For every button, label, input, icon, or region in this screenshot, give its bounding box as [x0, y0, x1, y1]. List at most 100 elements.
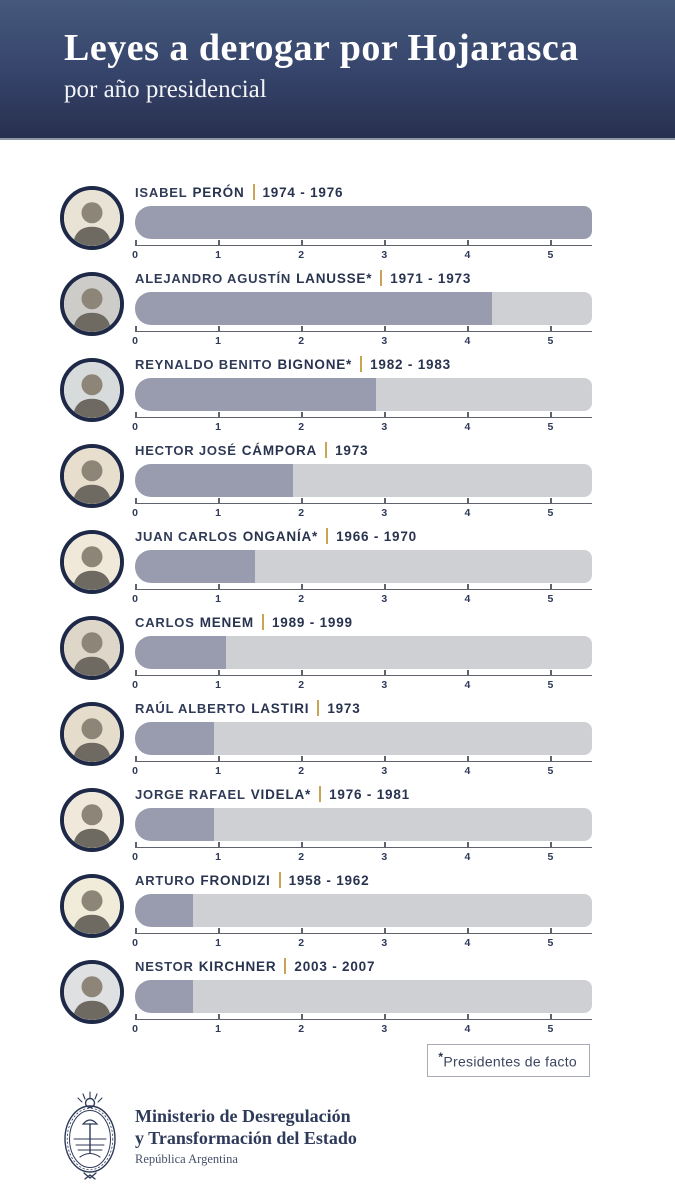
axis-tick-label: 4 [464, 937, 471, 949]
president-row: HECTOR JOSÉ CÁMPORA 1973 0 1 2 3 4 5 [60, 442, 675, 519]
name-year-divider [284, 958, 287, 974]
president-first-name: JORGE RAFAEL [135, 786, 246, 802]
axis-tick-label: 4 [464, 421, 471, 433]
bar-fill [135, 980, 194, 1013]
axis-line [135, 331, 592, 332]
president-last-name: ONGANÍA* [242, 528, 319, 544]
president-name-line: JUAN CARLOS ONGANÍA* 1966 - 1970 [135, 528, 592, 544]
axis-tick-label: 2 [298, 507, 305, 519]
axis-tick-label: 4 [464, 249, 471, 261]
axis-tick-mark [467, 326, 469, 331]
axis-tick-mark [301, 240, 303, 245]
axis-line [135, 675, 592, 676]
axis-tick-label: 2 [298, 1023, 305, 1035]
axis-tick-label: 1 [215, 593, 221, 605]
axis-tick-mark [550, 498, 552, 503]
president-years: 1958 - 1962 [288, 872, 370, 888]
president-row: REYNALDO BENITO BIGNONE* 1982 - 1983 0 1 2… [60, 356, 675, 433]
axis-tick-label: 3 [381, 507, 388, 519]
axis-tick-label: 3 [381, 249, 388, 261]
axis-line [135, 589, 592, 590]
president-years: 1971 - 1973 [390, 270, 472, 286]
president-years: 1974 - 1976 [262, 184, 344, 200]
bar-track [135, 636, 592, 669]
axis-line [135, 847, 592, 848]
axis-tick-label: 2 [298, 593, 305, 605]
president-row: ALEJANDRO AGUSTÍN LANUSSE* 1971 - 1973 0… [60, 270, 675, 347]
president-portrait [60, 874, 124, 938]
axis-tick-mark [550, 670, 552, 675]
person-portrait-icon [64, 792, 120, 848]
president-years: 1982 - 1983 [370, 356, 451, 372]
president-first-name: REYNALDO BENITO [135, 356, 273, 372]
president-row: NESTOR KIRCHNER 2003 - 2007 0 1 2 3 4 5 [60, 958, 675, 1035]
axis-line [135, 245, 592, 246]
president-years: 1989 - 1999 [271, 614, 353, 630]
axis-tick-mark [301, 670, 303, 675]
president-last-name: PERÓN [192, 184, 245, 200]
axis-tick-label: 4 [464, 507, 471, 519]
president-row: RAÚL ALBERTO LASTIRI 1973 0 1 2 3 4 5 [60, 700, 675, 777]
name-year-divider [252, 184, 255, 200]
axis-tick-label: 5 [547, 421, 554, 433]
person-portrait-icon [64, 706, 120, 762]
bar-fill [135, 894, 194, 927]
bar-axis: 0 1 2 3 4 5 [132, 670, 592, 693]
axis-tick-label: 3 [381, 937, 388, 949]
axis-tick-mark [218, 928, 220, 933]
axis-tick-mark [218, 240, 220, 245]
header-banner: Leyes a derogar por Hojarasca por año pr… [0, 0, 675, 140]
axis-tick-label: 5 [547, 1023, 554, 1035]
president-years: 1976 - 1981 [329, 786, 410, 802]
axis-tick-label: 5 [547, 679, 554, 691]
axis-tick-mark [467, 412, 469, 417]
axis-tick-label: 5 [547, 765, 554, 777]
axis-tick-mark [550, 412, 552, 417]
president-last-name: MENEM [199, 614, 254, 630]
president-first-name: RAÚL ALBERTO [135, 700, 247, 716]
person-portrait-icon [64, 620, 120, 676]
axis-tick-mark [135, 498, 137, 503]
axis-line [135, 933, 592, 934]
person-portrait-icon [64, 190, 120, 246]
bar-axis: 0 1 2 3 4 5 [132, 842, 592, 865]
axis-tick-mark [218, 326, 220, 331]
president-last-name: CÁMPORA [241, 442, 318, 458]
bar-axis: 0 1 2 3 4 5 [132, 1014, 592, 1037]
bar-axis: 0 1 2 3 4 5 [132, 326, 592, 349]
president-row: ISABEL PERÓN 1974 - 1976 0 1 2 3 4 5 [60, 184, 675, 261]
axis-tick-mark [467, 240, 469, 245]
axis-tick-label: 0 [132, 679, 138, 691]
name-year-divider [326, 528, 329, 544]
name-year-divider [380, 270, 383, 286]
axis-tick-label: 0 [132, 335, 138, 347]
axis-tick-label: 3 [381, 765, 388, 777]
name-year-divider [317, 700, 320, 716]
president-years: 2003 - 2007 [294, 958, 376, 974]
axis-tick-label: 1 [215, 851, 221, 863]
footnote-legend: *Presidentes de facto [427, 1044, 590, 1077]
bar-fill [135, 722, 214, 755]
axis-tick-mark [467, 584, 469, 589]
president-last-name: BIGNONE* [277, 356, 353, 372]
president-row: CARLOS MENEM 1989 - 1999 0 1 2 3 4 5 [60, 614, 675, 691]
name-year-divider [325, 442, 328, 458]
ministry-name-line1: Ministerio de Desregulación [135, 1106, 351, 1127]
axis-tick-mark [550, 326, 552, 331]
axis-tick-mark [301, 756, 303, 761]
axis-tick-mark [384, 756, 386, 761]
axis-tick-mark [384, 842, 386, 847]
axis-tick-mark [384, 584, 386, 589]
page-subtitle: por año presidencial [64, 76, 267, 103]
ministry-country: República Argentina [135, 1152, 238, 1167]
bar-axis: 0 1 2 3 4 5 [132, 756, 592, 779]
axis-tick-mark [384, 240, 386, 245]
axis-tick-mark [467, 842, 469, 847]
bar-axis: 0 1 2 3 4 5 [132, 928, 592, 951]
bar-axis: 0 1 2 3 4 5 [132, 240, 592, 263]
axis-tick-label: 0 [132, 507, 138, 519]
axis-tick-label: 1 [215, 249, 221, 261]
president-first-name: ALEJANDRO AGUSTÍN [135, 270, 292, 286]
bar-track [135, 464, 592, 497]
